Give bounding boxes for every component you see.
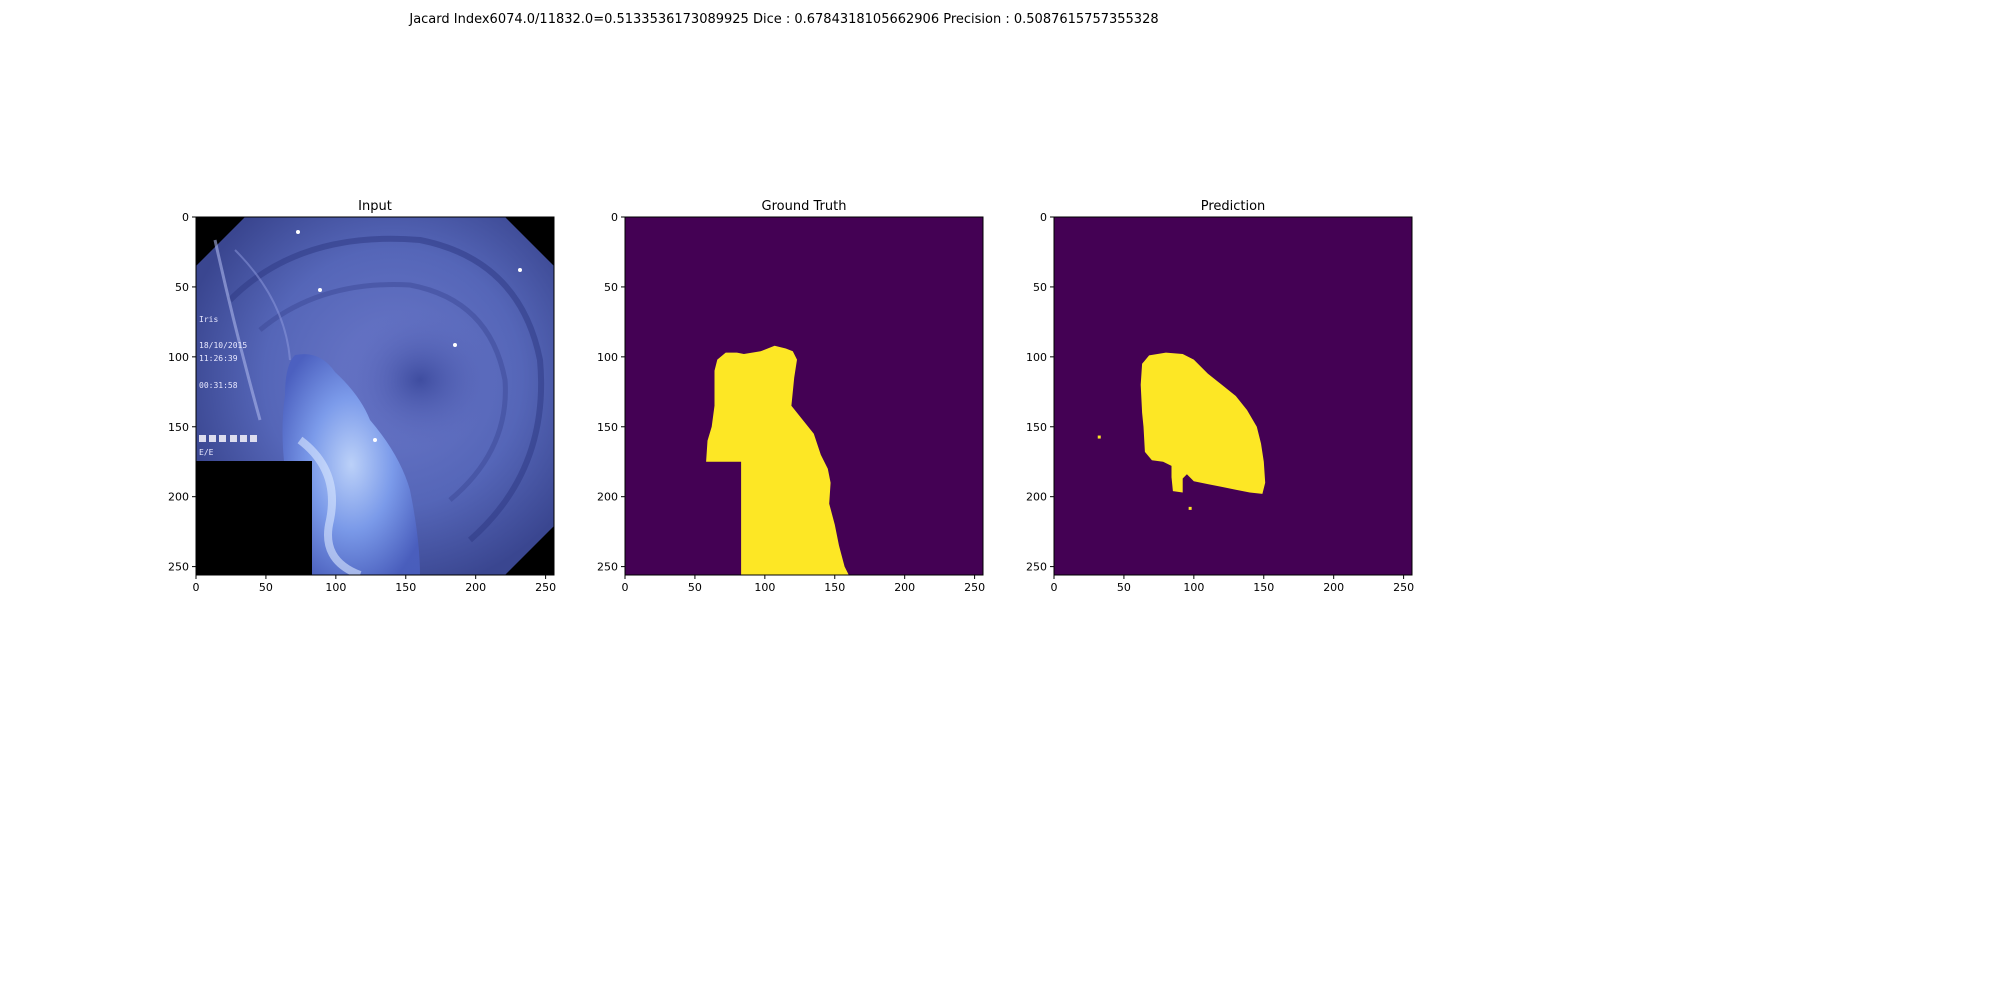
- y-tick-label: 50: [604, 281, 618, 294]
- x-tick-label: 50: [259, 581, 273, 594]
- input-image: Iris 18/10/2015 11:26:39 00:31:58 E/E: [196, 217, 554, 575]
- overlay-blocks: [199, 435, 257, 442]
- x-tick-label: 0: [622, 581, 629, 594]
- overlay-text-3: 00:31:58: [199, 381, 238, 390]
- y-tick-label: 50: [1033, 281, 1047, 294]
- prediction-title: Prediction: [1201, 199, 1266, 214]
- y-tick-label: 100: [168, 351, 189, 364]
- input-frame: [195, 216, 555, 576]
- input-title: Input: [358, 199, 392, 214]
- input-panel: Iris 18/10/2015 11:26:39 00:31:58 E/E In…: [168, 199, 556, 594]
- prediction-mask: [1140, 352, 1266, 494]
- x-tick-label: 250: [964, 581, 985, 594]
- x-tick-label: 50: [688, 581, 702, 594]
- x-tick-label: 250: [535, 581, 556, 594]
- y-tick-label: 100: [597, 351, 618, 364]
- y-tick-label: 200: [168, 491, 189, 504]
- x-tick-label: 100: [754, 581, 775, 594]
- ground-truth-panel: Ground Truth 0 50 100 150 200 250 0 50 100 150 200…: [597, 199, 985, 594]
- x-tick-label: 50: [1117, 581, 1131, 594]
- x-tick-label: 200: [465, 581, 486, 594]
- occlusion-box: [196, 461, 312, 575]
- prediction-frame: [1053, 216, 1413, 576]
- y-tick-label: 0: [182, 211, 189, 224]
- x-tick-label: 200: [1323, 581, 1344, 594]
- ground-truth-frame: [624, 216, 984, 576]
- overlay-text-2: 11:26:39: [199, 354, 238, 363]
- y-tick-label: 200: [1026, 491, 1047, 504]
- y-tick-label: 150: [168, 421, 189, 434]
- x-tick-label: 150: [1253, 581, 1274, 594]
- prediction-panel: Prediction 0 50 100 150 200 250 0 50 100 150 200 25…: [1026, 199, 1414, 594]
- x-tick-label: 200: [894, 581, 915, 594]
- y-tick-label: 50: [175, 281, 189, 294]
- x-tick-label: 150: [395, 581, 416, 594]
- figure-canvas: Iris 18/10/2015 11:26:39 00:31:58 E/E In…: [168, 199, 1414, 594]
- y-tick-label: 0: [611, 211, 618, 224]
- figure-suptitle: Jacard Index6074.0/11832.0=0.51335361730…: [409, 12, 1159, 27]
- x-tick-label: 100: [1183, 581, 1204, 594]
- overlay-text-4: E/E: [199, 448, 214, 457]
- y-tick-label: 0: [1040, 211, 1047, 224]
- overlay-text-0: Iris: [199, 315, 218, 324]
- y-tick-label: 150: [1026, 421, 1047, 434]
- x-tick-label: 250: [1393, 581, 1414, 594]
- y-tick-label: 250: [168, 561, 189, 574]
- overlay-text-1: 18/10/2015: [199, 341, 247, 350]
- y-tick-label: 250: [597, 561, 618, 574]
- prediction-speck-0: [1097, 435, 1101, 439]
- x-tick-label: 0: [193, 581, 200, 594]
- ground-truth-title: Ground Truth: [762, 199, 847, 214]
- x-tick-label: 100: [325, 581, 346, 594]
- y-tick-label: 250: [1026, 561, 1047, 574]
- x-tick-label: 150: [824, 581, 845, 594]
- prediction-speck-1: [1188, 506, 1192, 510]
- y-tick-label: 150: [597, 421, 618, 434]
- y-tick-label: 200: [597, 491, 618, 504]
- ground-truth-mask: [706, 345, 849, 575]
- y-tick-label: 100: [1026, 351, 1047, 364]
- x-tick-label: 0: [1051, 581, 1058, 594]
